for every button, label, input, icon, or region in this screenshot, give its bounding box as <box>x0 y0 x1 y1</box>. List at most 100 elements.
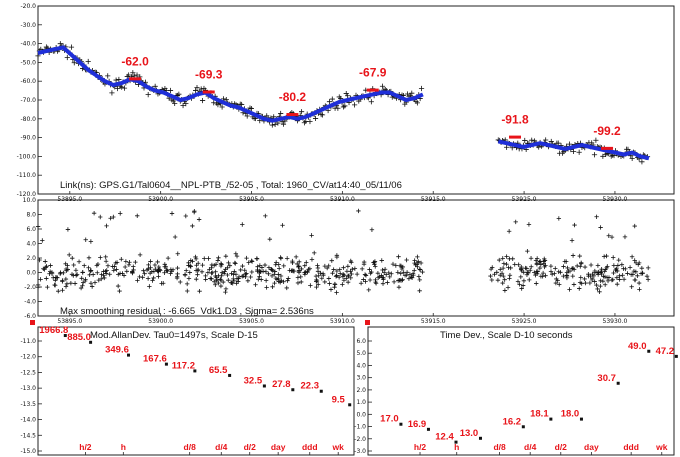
data-point <box>280 121 287 127</box>
data-point <box>145 92 151 98</box>
data-point <box>85 58 91 65</box>
y-tick-label: -12.5 <box>20 369 36 376</box>
residual-point <box>186 260 191 266</box>
data-point <box>219 104 225 110</box>
residual-point <box>148 265 153 270</box>
residual-point <box>538 274 544 279</box>
residual-point <box>645 265 651 271</box>
data-point <box>121 85 128 91</box>
residual-point <box>406 276 412 281</box>
data-point <box>345 93 351 99</box>
data-point <box>570 148 577 154</box>
residual-point <box>238 267 243 273</box>
residual-point <box>89 284 95 289</box>
residual-point <box>240 263 245 269</box>
residual-point <box>195 261 201 266</box>
residual-point <box>218 261 224 266</box>
residual-point <box>564 273 569 278</box>
residual-point <box>98 214 103 220</box>
residual-point <box>609 234 615 240</box>
y-tick-label: 2.0 <box>26 255 36 262</box>
deviation-value-label: 30.7 <box>597 373 616 384</box>
y-tick-label: -6.0 <box>24 313 36 320</box>
y-tick-label: -70.0 <box>20 97 36 104</box>
residual-point <box>253 282 258 287</box>
residual-point <box>131 264 136 269</box>
residual-point <box>356 208 361 214</box>
residual-point <box>279 278 284 283</box>
deviation-point <box>426 427 430 431</box>
residual-point <box>336 275 342 280</box>
residual-point <box>314 278 320 284</box>
data-point <box>180 102 186 109</box>
y-tick-label: -50.0 <box>20 59 36 66</box>
y-tick-label: -15.0 <box>20 448 36 455</box>
data-point <box>68 44 75 50</box>
residual-point <box>115 283 121 289</box>
residual-point <box>278 273 284 279</box>
residual-point <box>630 272 636 277</box>
residual-point <box>506 265 511 270</box>
data-point <box>576 149 582 155</box>
residual-point <box>415 264 420 269</box>
residual-point <box>262 262 268 268</box>
x-tick-label: 53915.0 <box>421 318 446 325</box>
residual-point <box>611 263 617 268</box>
residual-point <box>240 222 245 227</box>
residual-point <box>386 270 391 276</box>
residual-point <box>595 286 600 292</box>
data-point <box>418 85 425 92</box>
residual-point <box>414 262 420 267</box>
residual-point <box>407 272 413 277</box>
residual-point <box>86 265 91 270</box>
residual-point <box>83 237 88 242</box>
residual-point <box>527 277 532 283</box>
residual-point <box>68 281 74 286</box>
x-tick-label: 53905.0 <box>239 318 264 325</box>
middle-plot-layer: 10.0 8.0 6.0 4.0 2.0 0.0 -2.0 -4.0 -6.0 53895.0 53… <box>23 197 651 325</box>
residual-point <box>231 276 236 282</box>
residual-point <box>633 260 639 266</box>
residual-point <box>144 267 150 273</box>
residual-point <box>69 272 75 277</box>
residual-point <box>377 274 382 279</box>
residual-point <box>516 262 521 267</box>
residual-point <box>130 270 135 276</box>
residual-point <box>226 260 231 266</box>
residual-point <box>622 234 628 240</box>
residual-point <box>611 270 616 276</box>
residual-point <box>632 223 637 229</box>
residual-point <box>621 277 627 282</box>
residual-point <box>103 254 108 260</box>
residual-point <box>334 268 340 274</box>
deviation-value-label: 13.0 <box>460 428 479 439</box>
deviation-value-label: 349.6 <box>105 345 129 356</box>
deviation-value-label: 117.2 <box>172 360 195 371</box>
deviation-point <box>348 403 352 407</box>
residual-point <box>534 281 539 286</box>
y-tick-label: 1.0 <box>356 399 366 406</box>
residual-point <box>272 272 277 277</box>
deviation-point <box>521 425 525 429</box>
residual-point <box>249 269 255 275</box>
residual-point <box>541 259 547 264</box>
data-point <box>301 120 307 126</box>
residual-point <box>108 216 113 221</box>
data-point <box>114 85 121 92</box>
data-point <box>183 101 189 107</box>
residual-point <box>537 259 542 265</box>
residual-point <box>614 266 619 272</box>
residual-point <box>175 265 180 271</box>
residual-point <box>232 260 238 266</box>
residual-point <box>233 261 238 266</box>
residual-point <box>571 282 577 287</box>
residual-point <box>349 271 354 277</box>
residual-point <box>518 266 524 271</box>
residual-point <box>577 286 582 291</box>
x-tick-label: 53905.0 <box>239 196 264 203</box>
residual-point <box>79 276 84 281</box>
residual-point <box>318 270 323 276</box>
residual-point <box>223 253 229 259</box>
residual-point <box>495 278 501 283</box>
data-point <box>299 109 305 115</box>
